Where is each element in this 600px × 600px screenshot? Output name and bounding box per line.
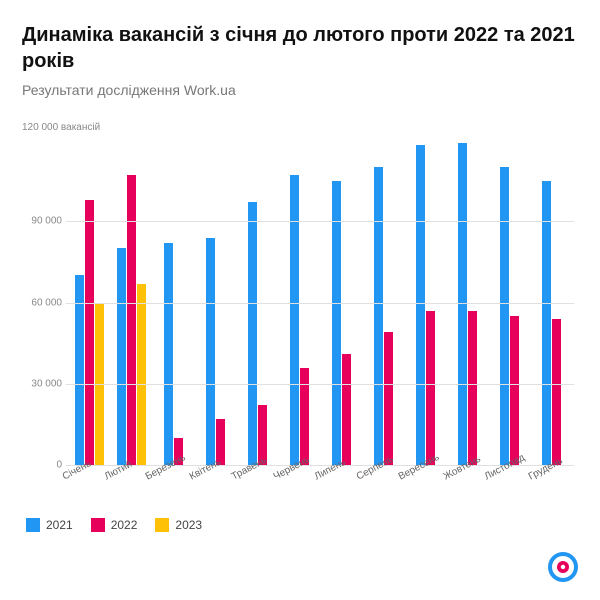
gridline (66, 221, 574, 222)
chart-title: Динаміка вакансій з січня до лютого прот… (22, 22, 578, 74)
bar-2021 (542, 181, 551, 465)
chart-subtitle: Результати дослідження Work.ua (22, 82, 578, 98)
x-axis-labels: СіченьЛютийБерезеньКвітеньТравеньЧервень… (66, 466, 574, 481)
chart-area: 120 000 вакансій 030 00060 00090 000 Січ… (22, 126, 578, 466)
legend-label: 2023 (175, 518, 202, 532)
y-tick-label: 30 000 (22, 378, 62, 389)
bar-2021 (164, 243, 173, 465)
legend-swatch (91, 518, 105, 532)
workua-logo-icon (548, 552, 578, 582)
bar-2021 (332, 181, 341, 465)
plot-region: 030 00060 00090 000 (66, 140, 574, 466)
bar-2021 (416, 145, 425, 465)
bar-2022 (468, 311, 477, 465)
bar-2022 (342, 354, 351, 465)
bar-2022 (127, 175, 136, 465)
y-tick-label: 0 (22, 460, 62, 471)
bar-2021 (500, 167, 509, 465)
legend-item-2021: 2021 (26, 518, 73, 532)
y-axis-title: 120 000 вакансій (22, 122, 100, 133)
y-tick-label: 60 000 (22, 297, 62, 308)
legend-item-2023: 2023 (155, 518, 202, 532)
bar-2021 (117, 248, 126, 465)
bar-2022 (426, 311, 435, 465)
bar-2022 (552, 319, 561, 465)
bar-2022 (85, 200, 94, 465)
legend-item-2022: 2022 (91, 518, 138, 532)
gridline (66, 303, 574, 304)
legend: 2021 2022 2023 (22, 518, 578, 532)
legend-label: 2022 (111, 518, 138, 532)
bar-2021 (248, 202, 257, 465)
legend-label: 2021 (46, 518, 73, 532)
bar-2023 (137, 284, 146, 465)
bar-2022 (510, 316, 519, 465)
bar-2021 (458, 143, 467, 465)
bar-2022 (384, 332, 393, 465)
bar-2021 (206, 238, 215, 466)
gridline (66, 384, 574, 385)
bar-2021 (290, 175, 299, 465)
bar-2022 (300, 368, 309, 466)
legend-swatch (26, 518, 40, 532)
bar-2021 (75, 275, 84, 465)
y-tick-label: 90 000 (22, 216, 62, 227)
bar-2021 (374, 167, 383, 465)
legend-swatch (155, 518, 169, 532)
